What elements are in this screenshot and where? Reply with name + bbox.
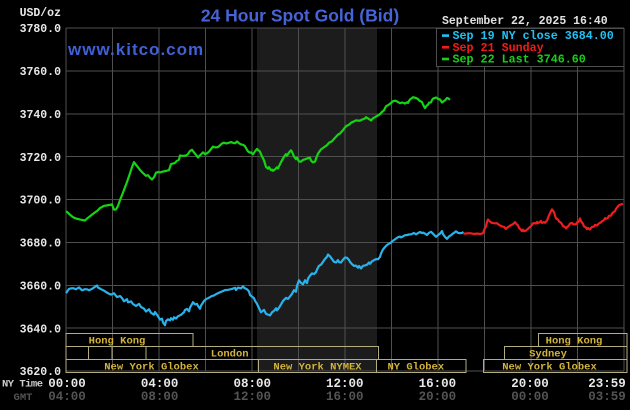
svg-text:September 22, 2025 16:40: September 22, 2025 16:40 [442, 15, 608, 28]
svg-text:20:00: 20:00 [419, 390, 457, 404]
svg-text:www.kitco.com: www.kitco.com [67, 40, 204, 59]
svg-text:12:00: 12:00 [233, 390, 271, 404]
svg-text:Hong Kong: Hong Kong [89, 336, 146, 348]
svg-text:3620.0: 3620.0 [20, 366, 62, 379]
svg-text:03:59: 03:59 [588, 390, 626, 404]
svg-text:24 Hour Spot Gold (Bid): 24 Hour Spot Gold (Bid) [201, 6, 399, 26]
svg-text:3780.0: 3780.0 [20, 23, 62, 36]
svg-text:Sep 21 Sunday: Sep 21 Sunday [453, 41, 544, 55]
svg-text:23:59: 23:59 [588, 377, 626, 391]
svg-text:3760.0: 3760.0 [20, 66, 62, 79]
svg-text:08:00: 08:00 [141, 390, 179, 404]
svg-text:New York NYMEX: New York NYMEX [273, 362, 362, 374]
svg-text:USD/oz: USD/oz [20, 7, 62, 20]
svg-text:3720.0: 3720.0 [20, 152, 62, 165]
svg-text:GMT: GMT [14, 392, 33, 404]
svg-text:3640.0: 3640.0 [20, 323, 62, 336]
svg-text:NY Globex: NY Globex [387, 362, 444, 374]
svg-text:Sep 22 Last 3746.60: Sep 22 Last 3746.60 [453, 53, 586, 67]
svg-text:00:00: 00:00 [511, 390, 549, 404]
svg-text:3740.0: 3740.0 [20, 109, 62, 122]
svg-text:3700.0: 3700.0 [20, 195, 62, 208]
svg-text:16:00: 16:00 [326, 390, 364, 404]
svg-text:3680.0: 3680.0 [20, 238, 62, 251]
svg-text:NY Time: NY Time [2, 379, 43, 391]
svg-text:Hong Kong: Hong Kong [546, 336, 603, 348]
svg-text:Sep 19 NY close 3684.00: Sep 19 NY close 3684.00 [453, 29, 614, 43]
svg-text:20:00: 20:00 [511, 377, 549, 391]
svg-text:08:00: 08:00 [233, 377, 271, 391]
svg-text:04:00: 04:00 [48, 390, 86, 404]
svg-text:Sydney: Sydney [529, 349, 568, 361]
svg-text:00:00: 00:00 [48, 377, 86, 391]
svg-text:04:00: 04:00 [141, 377, 179, 391]
svg-text:New York Globex: New York Globex [104, 362, 199, 374]
svg-text:16:00: 16:00 [419, 377, 457, 391]
svg-text:12:00: 12:00 [326, 377, 364, 391]
svg-text:New York Globex: New York Globex [502, 362, 597, 374]
svg-text:3660.0: 3660.0 [20, 280, 62, 293]
svg-text:London: London [211, 349, 249, 361]
